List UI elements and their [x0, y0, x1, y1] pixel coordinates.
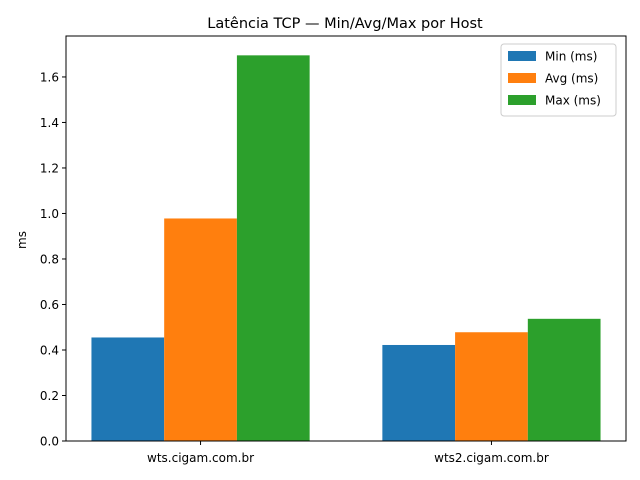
y-tick-label: 0.0: [40, 435, 59, 449]
y-tick-label: 0.2: [40, 389, 59, 403]
y-tick-label: 1.2: [40, 161, 59, 175]
bar-2-1: [527, 318, 601, 441]
y-tick-label: 1.4: [40, 116, 59, 130]
bars-group: [91, 55, 601, 442]
y-axis: 0.0 0.2 0.4 0.6 0.8 1.0 1.2 1.4 1.6: [40, 70, 66, 449]
chart-title: Latência TCP — Min/Avg/Max por Host: [207, 16, 483, 32]
y-tick-label: 1.6: [40, 70, 59, 84]
x-tick-label: wts2.cigam.com.br: [434, 451, 549, 465]
plot-frame: [65, 35, 627, 442]
y-tick-label: 0.6: [40, 298, 59, 312]
bar-0-0: [91, 337, 165, 441]
bar-0-1: [382, 344, 456, 441]
y-tick-label: 0.4: [40, 343, 59, 357]
bar-2-0: [236, 55, 310, 442]
y-tick-label: 1.0: [40, 207, 59, 221]
x-axis: wts.cigam.com.br wts2.cigam.com.br: [147, 441, 549, 465]
legend-label-0: Min (ms): [545, 50, 597, 64]
legend-label-1: Avg (ms): [545, 72, 598, 86]
legend-swatch-0: [508, 51, 536, 61]
legend-swatch-2: [508, 95, 536, 105]
y-axis-label: ms: [15, 231, 29, 249]
bar-1-0: [164, 218, 237, 441]
x-tick-label: wts.cigam.com.br: [147, 451, 254, 465]
legend-label-2: Max (ms): [545, 94, 601, 108]
legend: Min (ms) Avg (ms) Max (ms): [500, 43, 617, 117]
bar-1-1: [455, 332, 528, 441]
y-tick-label: 0.8: [40, 252, 59, 266]
legend-swatch-1: [508, 73, 536, 83]
axes-frame: [65, 35, 627, 442]
